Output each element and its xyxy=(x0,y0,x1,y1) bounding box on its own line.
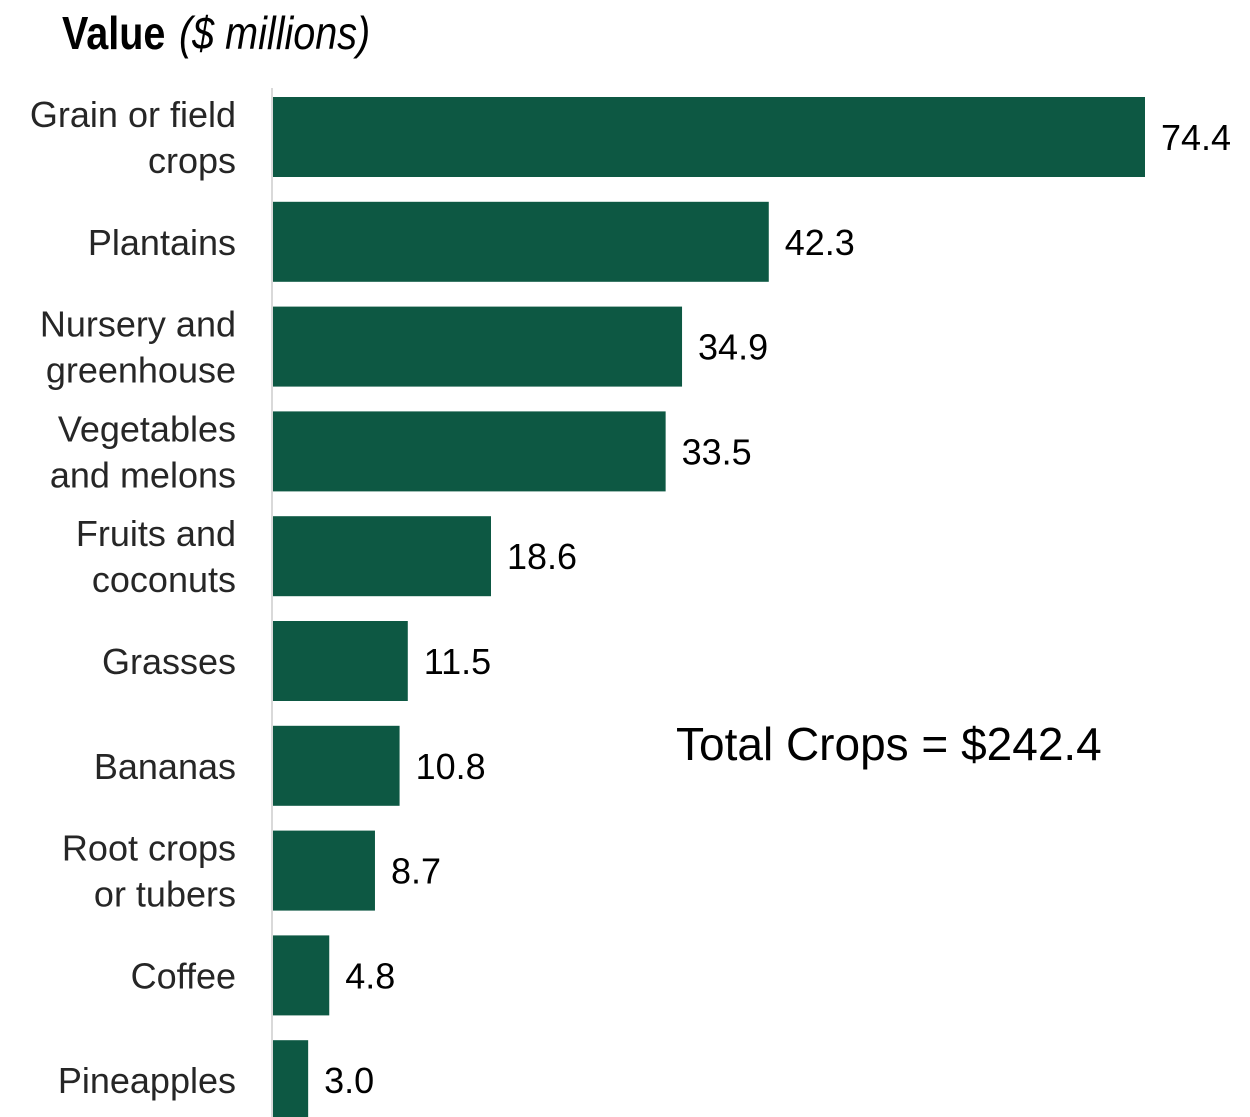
bar xyxy=(273,830,375,911)
data-label: 4.8 xyxy=(345,955,395,996)
data-label: 18.6 xyxy=(507,536,577,577)
category-label: Fruits and xyxy=(76,513,236,554)
data-label: 34.9 xyxy=(698,327,768,368)
category-label: Pineapples xyxy=(58,1060,236,1101)
chart-title-main: Value xyxy=(62,7,166,59)
data-label: 42.3 xyxy=(785,222,855,263)
data-label: 11.5 xyxy=(424,641,491,682)
data-label: 10.8 xyxy=(416,746,486,787)
bar xyxy=(273,306,683,387)
category-label: Plantains xyxy=(88,222,236,263)
category-label: Nursery and xyxy=(40,304,236,345)
category-label: Grain or field xyxy=(30,94,236,135)
category-label: Grasses xyxy=(102,641,236,682)
chart-title-unit: ($ millions) xyxy=(179,7,371,59)
category-label: or tubers xyxy=(94,874,236,915)
category-label: Bananas xyxy=(94,746,236,787)
data-label: 8.7 xyxy=(391,851,441,892)
bar xyxy=(273,201,769,282)
data-label: 33.5 xyxy=(682,431,752,472)
category-label: Root crops xyxy=(62,828,236,869)
bar xyxy=(273,935,330,1016)
bar xyxy=(273,1040,309,1117)
bar xyxy=(273,411,666,492)
total-annotation: Total Crops = $242.4 xyxy=(676,718,1102,770)
bar xyxy=(273,516,491,597)
category-label: Coffee xyxy=(131,955,236,996)
category-label: and melons xyxy=(50,454,236,495)
category-label: crops xyxy=(148,140,236,181)
category-label: greenhouse xyxy=(46,350,236,391)
bar xyxy=(273,621,408,701)
category-label: coconuts xyxy=(92,559,236,600)
bar xyxy=(273,725,400,806)
data-label: 74.4 xyxy=(1161,117,1231,158)
data-label: 3.0 xyxy=(324,1060,374,1101)
chart-title: Value ($ millions) xyxy=(62,6,402,66)
category-label: Vegetables xyxy=(58,408,236,449)
bar xyxy=(273,97,1145,177)
